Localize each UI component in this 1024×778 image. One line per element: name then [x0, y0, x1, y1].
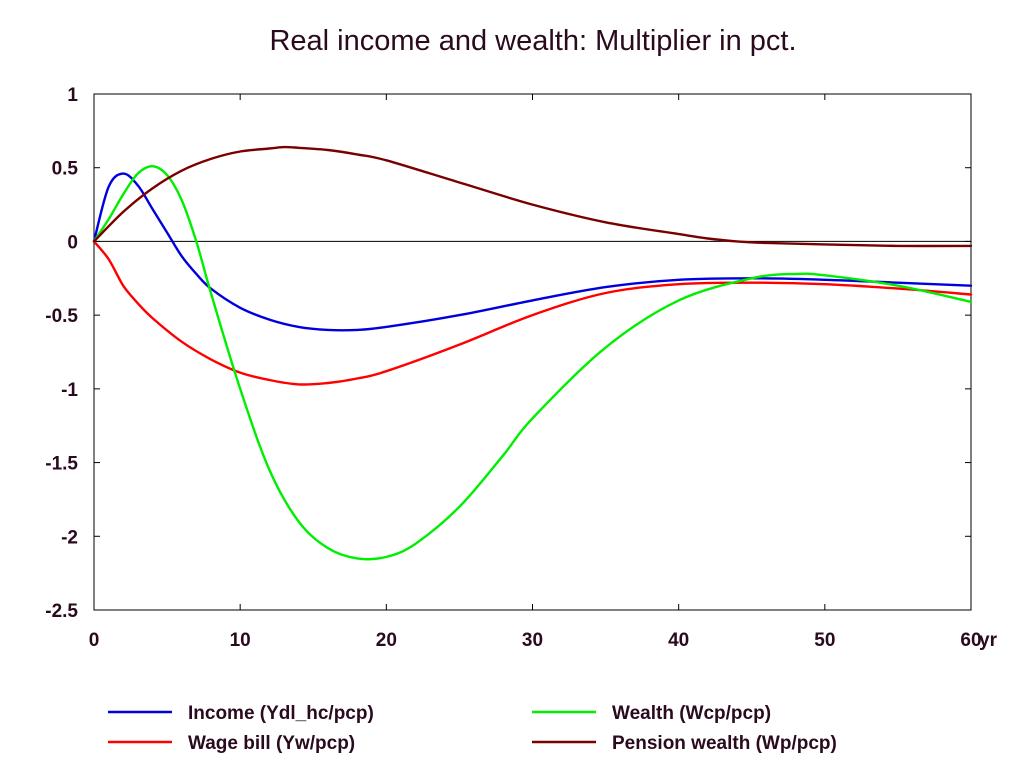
series-line-wage-bill: [92, 240, 973, 386]
chart-title: Real income and wealth: Multiplier in pc…: [269, 25, 796, 57]
legend-item-income: Income (Ydl_hc/pcp): [108, 703, 374, 724]
x-tick-label: 30: [522, 630, 543, 651]
legend-label: Pension wealth (Wp/pcp): [612, 733, 837, 754]
x-tick-label: 50: [814, 630, 835, 651]
legend-label: Wealth (Wcp/pcp): [612, 703, 771, 724]
legend-item-wealth: Wealth (Wcp/pcp): [532, 703, 771, 724]
y-tick-label: -0.5: [45, 306, 78, 327]
series-line-wealth: [92, 165, 973, 561]
legend: Income (Ydl_hc/pcp) Wealth (Wcp/pcp) Wage …: [108, 703, 837, 754]
x-axis-unit-label: yr: [979, 630, 998, 651]
y-tick-label: -1.5: [45, 454, 78, 475]
y-tick-label: 1: [67, 85, 78, 106]
x-tick-label: 40: [668, 630, 689, 651]
series-line-pension-wealth: [92, 145, 973, 248]
y-tick-label: 0.5: [52, 159, 79, 180]
x-axis: 0 10 20 30 40 50 60: [89, 94, 982, 651]
x-tick-label: 60: [960, 630, 981, 651]
series-lines: [92, 145, 973, 561]
plot-frame: [93, 93, 972, 611]
x-tick-label: 10: [230, 630, 251, 651]
legend-item-pension-wealth: Pension wealth (Wp/pcp): [532, 733, 837, 754]
x-tick-label: 20: [376, 630, 397, 651]
y-tick-label: -2: [61, 527, 78, 548]
legend-label: Income (Ydl_hc/pcp): [188, 703, 374, 724]
series-line-income: [92, 172, 973, 332]
y-tick-label: -2.5: [45, 601, 78, 622]
legend-item-wage-bill: Wage bill (Yw/pcp): [108, 733, 355, 754]
y-tick-label: -1: [61, 380, 78, 401]
y-tick-label: 0: [67, 232, 78, 253]
legend-label: Wage bill (Yw/pcp): [188, 733, 355, 754]
y-axis: 1 0.5 0 -0.5 -1 -1.5 -2 -2.5: [45, 85, 971, 622]
x-tick-label: 0: [89, 630, 100, 651]
